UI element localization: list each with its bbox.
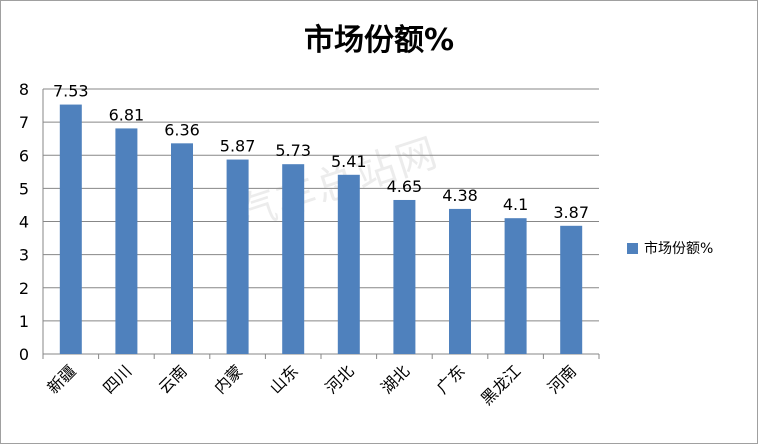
data-label: 5.41 (331, 152, 367, 171)
y-tick-label: 3 (19, 246, 29, 265)
x-tick-label: 广东 (433, 361, 469, 397)
y-tick-label: 7 (19, 113, 29, 132)
x-tick-label: 云南 (155, 361, 191, 397)
bar (560, 225, 583, 354)
x-tick-label: 黑龙江 (477, 361, 524, 408)
bar (115, 128, 138, 354)
data-label: 6.81 (109, 105, 145, 124)
y-tick-label: 5 (19, 179, 29, 198)
bar (59, 104, 82, 354)
bar (282, 164, 305, 354)
data-label: 6.36 (164, 120, 200, 139)
x-tick-label: 河南 (544, 361, 580, 397)
bar (449, 208, 471, 354)
x-tick-label: 河北 (322, 361, 358, 397)
legend: 市场份额% (627, 238, 713, 258)
y-tick-label: 6 (19, 146, 29, 165)
bar (171, 143, 193, 354)
data-label: 3.87 (553, 203, 589, 222)
data-label: 7.53 (53, 82, 89, 101)
data-label: 4.38 (442, 186, 478, 205)
bar (393, 199, 416, 354)
y-tick-label: 1 (19, 312, 29, 331)
x-tick-label: 湖北 (377, 361, 413, 397)
data-label: 4.65 (387, 177, 423, 196)
bar (226, 159, 249, 354)
x-tick-label: 新疆 (44, 361, 80, 397)
data-label: 5.87 (220, 137, 256, 156)
x-tick-label: 四川 (99, 361, 135, 397)
data-label: 4.1 (503, 195, 528, 214)
chart-title: 市场份额% (303, 23, 455, 58)
y-tick-label: 2 (19, 279, 29, 298)
legend-swatch (627, 242, 638, 254)
y-tick-label: 8 (19, 80, 29, 99)
x-tick-label: 山东 (266, 361, 302, 397)
data-label: 5.73 (275, 141, 311, 160)
bar (337, 174, 360, 354)
bar (504, 218, 527, 354)
y-tick-label: 0 (19, 345, 29, 364)
x-tick-label: 内蒙 (210, 361, 246, 397)
legend-label: 市场份额% (644, 241, 714, 257)
y-tick-label: 4 (19, 213, 29, 232)
